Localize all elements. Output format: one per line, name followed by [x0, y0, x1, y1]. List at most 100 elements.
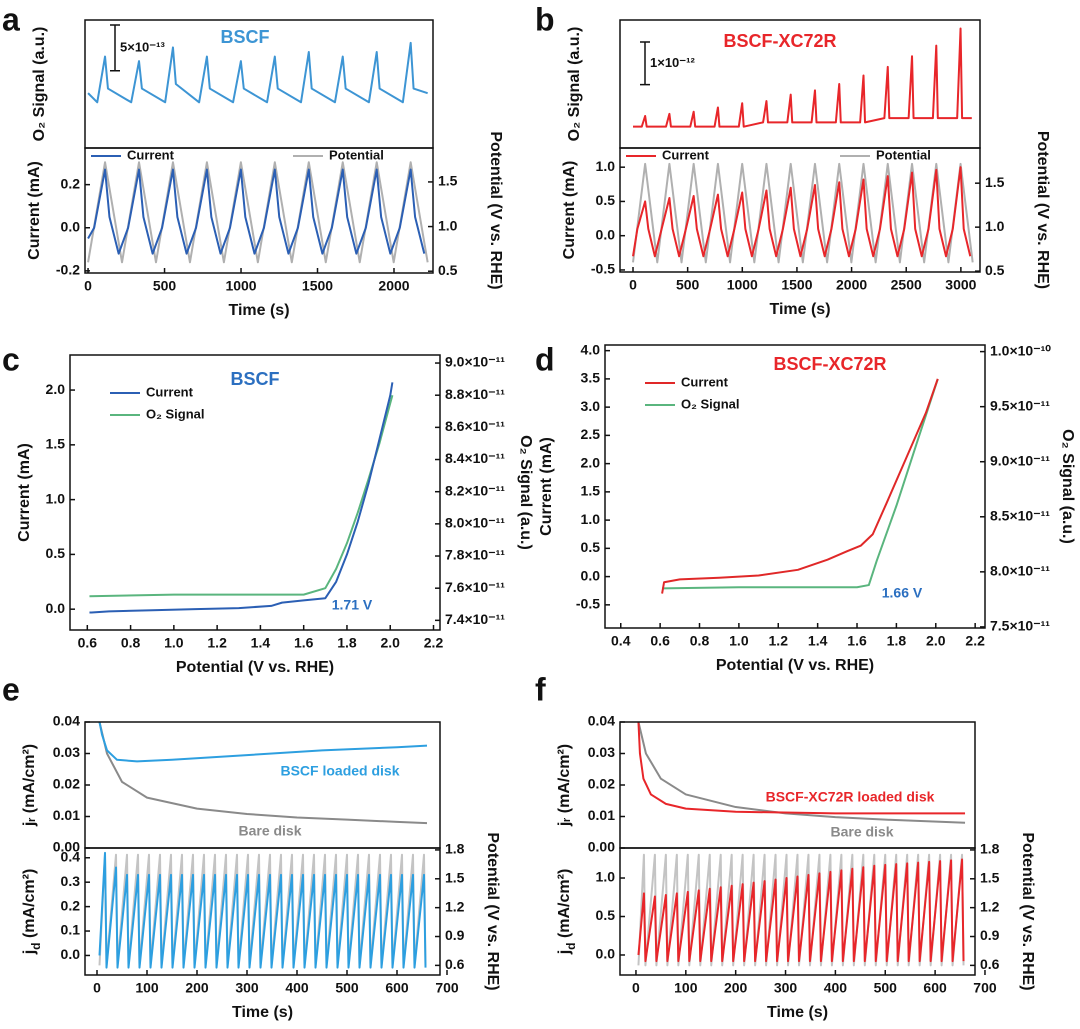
x-tick-label: 2000 — [836, 277, 867, 293]
panel-letter: b — [535, 1, 555, 37]
axis-label: Potential (V vs. RHE) — [487, 131, 504, 289]
y2-tick-label: 8.0×10⁻¹¹ — [445, 515, 505, 531]
chart-title: BSCF — [231, 369, 280, 389]
axis-label: Current (mA) — [26, 161, 43, 260]
x-tick-label: 0.8 — [690, 633, 710, 649]
y-tick-label: 0.01 — [588, 807, 615, 823]
plot-area — [661, 378, 939, 594]
x-tick-label: 500 — [874, 980, 898, 996]
y-tick-label: 0.4 — [61, 848, 81, 864]
axis-label: Current (mA) — [538, 437, 555, 536]
axis-label: Time (s) — [767, 1004, 828, 1021]
legend-label: O₂ Signal — [681, 396, 740, 411]
axis-label-part: (mA/cm²) — [21, 869, 38, 943]
y-tick-label: -0.2 — [56, 262, 80, 278]
x-tick-label: 500 — [153, 278, 177, 294]
x-tick-label: 400 — [285, 980, 309, 996]
legend-label: Current — [662, 147, 710, 162]
legend-label: Current — [127, 147, 175, 162]
axis-label-part: j — [556, 950, 573, 955]
plot-frame — [84, 147, 434, 274]
axis-label: jd (mA/cm²) — [556, 869, 578, 956]
legend-label: Bare disk — [238, 823, 301, 839]
chart-title: BSCF-XC72R — [723, 31, 836, 51]
x-tick-label: 1.4 — [251, 635, 271, 651]
y2-tick-label: 7.8×10⁻¹¹ — [445, 547, 505, 563]
x-tick-label: 700 — [435, 980, 459, 996]
y2-tick-label: 1.5 — [980, 869, 1000, 885]
axis-label-part: j — [21, 950, 38, 955]
panel-letter: c — [2, 341, 20, 377]
y2-tick-label: 0.6 — [445, 956, 465, 972]
y-tick-label: 0.2 — [61, 175, 81, 191]
plot-area — [87, 161, 429, 264]
y2-tick-label: 1.2 — [445, 898, 465, 914]
panel-letter: f — [535, 671, 546, 707]
y-tick-label: 0.5 — [581, 539, 601, 555]
x-tick-label: 0.8 — [121, 635, 141, 651]
y2-tick-label: 1.8 — [445, 841, 465, 857]
legend-label: BSCF-XC72R loaded disk — [766, 789, 935, 805]
data-line — [89, 382, 394, 614]
x-tick-label: 400 — [824, 980, 848, 996]
data-line — [662, 378, 939, 590]
chart-title: BSCF — [221, 27, 270, 47]
y-tick-label: 0.5 — [596, 907, 616, 923]
y-tick-label: 2.0 — [46, 381, 66, 397]
axis-label: Time (s) — [769, 301, 830, 318]
plot-area — [632, 162, 974, 264]
y-tick-label: 0.0 — [581, 567, 601, 583]
y-tick-label: 0.01 — [53, 807, 80, 823]
x-tick-label: 1.6 — [847, 633, 867, 649]
x-tick-label: 600 — [923, 980, 947, 996]
y2-tick-label: 1.5 — [985, 174, 1005, 190]
y-tick-label: 2.0 — [581, 454, 601, 470]
scale-bar — [640, 41, 650, 86]
annotation: 1.66 V — [882, 585, 923, 601]
y-tick-label: 0.00 — [588, 839, 615, 855]
x-tick-label: 500 — [335, 980, 359, 996]
y-tick-label: 0.04 — [588, 713, 615, 729]
y-tick-label: 0.0 — [46, 600, 66, 616]
x-tick-label: 1.2 — [207, 635, 227, 651]
x-tick-label: 1.8 — [887, 633, 907, 649]
x-tick-label: 2000 — [378, 278, 409, 294]
axis-label: O₂ Signal (a.u.) — [31, 27, 48, 142]
data-line — [633, 27, 972, 128]
x-tick-label: 200 — [724, 980, 748, 996]
axis-label-part: (mA/cm²) — [556, 869, 573, 943]
y2-tick-label: 8.4×10⁻¹¹ — [445, 450, 505, 466]
data-line — [89, 394, 394, 598]
y-tick-label: -0.5 — [591, 261, 615, 277]
legend-label: Potential — [876, 147, 931, 162]
plot-area — [637, 721, 966, 824]
legend-label: Current — [146, 384, 194, 399]
x-tick-label: 2.2 — [965, 633, 985, 649]
y-tick-label: 0.02 — [588, 776, 615, 792]
plot-frame — [604, 344, 986, 629]
x-tick-label: 0 — [629, 277, 637, 293]
y2-tick-label: 8.2×10⁻¹¹ — [445, 482, 505, 498]
data-line — [98, 721, 428, 763]
x-tick-label: 1.2 — [769, 633, 789, 649]
x-tick-label: 200 — [185, 980, 209, 996]
y-tick-label: 0.0 — [596, 946, 616, 962]
x-tick-label: 2.0 — [926, 633, 946, 649]
y2-tick-label: 1.8 — [980, 841, 1000, 857]
plot-frame — [69, 354, 441, 631]
plot-frame — [619, 721, 976, 849]
x-tick-label: 1.8 — [337, 635, 357, 651]
y2-tick-label: 7.4×10⁻¹¹ — [445, 611, 505, 627]
plot-frame — [84, 847, 441, 976]
y2-tick-label: 1.0 — [985, 218, 1005, 234]
x-tick-label: 300 — [774, 980, 798, 996]
y2-tick-label: 1.0 — [438, 217, 458, 233]
y-tick-label: 0.00 — [53, 839, 80, 855]
y-tick-label: 0.5 — [596, 192, 616, 208]
axis-label: Potential (V vs. RHE) — [176, 659, 334, 676]
y2-tick-label: 8.8×10⁻¹¹ — [445, 386, 505, 402]
data-line — [98, 851, 427, 969]
x-tick-label: 1.4 — [808, 633, 828, 649]
plot-area — [98, 721, 428, 825]
x-tick-label: 1000 — [727, 277, 758, 293]
